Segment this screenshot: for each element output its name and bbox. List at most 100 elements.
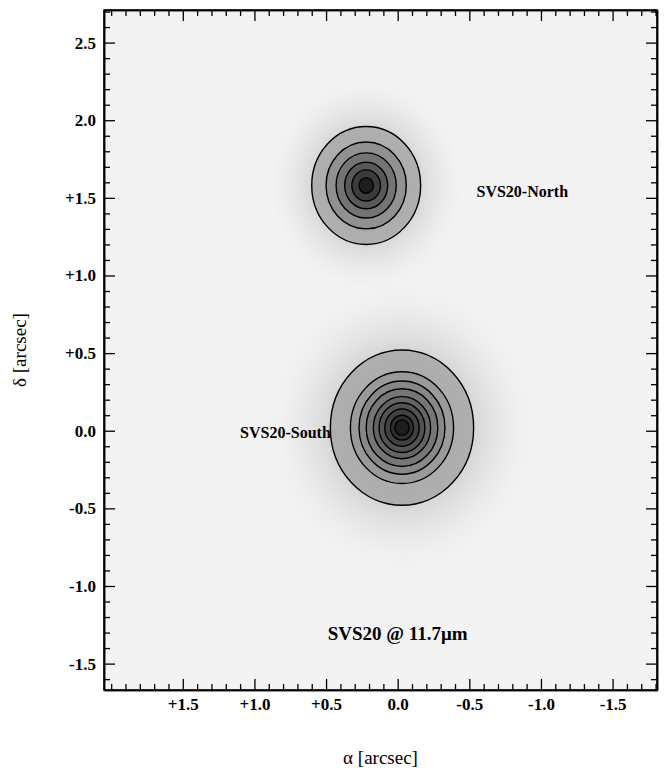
tick-mark (104, 322, 110, 323)
tick: +1.5 (168, 679, 199, 714)
tick-label: +0.5 (311, 695, 342, 714)
tick (312, 10, 313, 16)
tick-mark (651, 89, 657, 90)
tick (197, 684, 198, 690)
tick-mark (651, 58, 657, 59)
tick-mark (412, 10, 413, 16)
tick-mark (226, 684, 227, 690)
tick (104, 105, 110, 106)
tick-mark (312, 10, 313, 16)
tick (297, 684, 298, 690)
tick (104, 648, 110, 649)
tick-mark (104, 167, 110, 168)
minor-ticks (104, 11, 110, 691)
tick (104, 307, 110, 308)
tick-label: 0.0 (75, 422, 96, 441)
tick (104, 260, 110, 261)
tick-mark (651, 539, 657, 540)
tick-mark (283, 10, 284, 16)
tick (627, 684, 628, 690)
tick (651, 415, 657, 416)
tick (646, 43, 657, 44)
tick (226, 684, 227, 690)
tick (104, 136, 110, 137)
tick-mark (240, 684, 241, 690)
tick (656, 684, 657, 690)
tick-mark (651, 260, 657, 261)
tick (340, 10, 341, 16)
tick (412, 684, 413, 690)
tick (240, 684, 241, 690)
tick (104, 493, 110, 494)
axis-line (105, 690, 658, 692)
tick-mark (154, 684, 155, 690)
tick (104, 446, 110, 447)
image (266, 77, 538, 575)
tick-mark (398, 10, 399, 21)
tick: +0.5 (65, 344, 115, 363)
tick-mark (104, 151, 110, 152)
tick (527, 684, 528, 690)
tick-mark (651, 368, 657, 369)
tick-mark (455, 10, 456, 16)
tick (104, 291, 110, 292)
plot: +1.5+1.0+0.50.0-0.5-1.0-1.5-1.5-1.0-0.50… (65, 10, 657, 714)
tick-mark (104, 120, 115, 121)
tick (104, 74, 110, 75)
contour (385, 409, 419, 446)
tick-mark (555, 684, 556, 690)
tick (104, 477, 110, 478)
tick-mark (655, 684, 656, 690)
tick (283, 10, 284, 16)
axis-line (105, 10, 658, 12)
tick-mark (641, 684, 642, 690)
tick-mark (646, 431, 657, 432)
annotation: SVS20 @ 11.7μm (328, 623, 468, 644)
tick (651, 369, 657, 370)
frame (104, 10, 657, 690)
tick-mark (651, 322, 657, 323)
tick-mark (646, 42, 657, 43)
contour (326, 142, 406, 229)
tick-mark (125, 684, 126, 690)
tick: -0.5 (456, 679, 483, 714)
axis: +1.5+1.0+0.50.0-0.5-1.0-1.5 (105, 679, 658, 714)
tick: -0.5 (69, 499, 115, 518)
tick (651, 570, 657, 571)
tick-mark (541, 10, 542, 21)
tick-mark (369, 10, 370, 16)
tick (104, 524, 110, 525)
tick-label: 2.0 (75, 111, 96, 130)
tick-mark (104, 462, 110, 463)
tick (412, 10, 413, 16)
tick (651, 136, 657, 137)
tick-mark (651, 229, 657, 230)
tick-mark (183, 10, 184, 21)
tick-mark (104, 508, 115, 509)
tick-mark (104, 368, 110, 369)
tick-mark (104, 555, 110, 556)
tick-mark (651, 167, 657, 168)
tick-label: +0.5 (65, 344, 96, 363)
tick (651, 617, 657, 618)
tick-mark (646, 508, 657, 509)
tick-mark (469, 679, 470, 690)
tick-mark (569, 684, 570, 690)
tick (512, 684, 513, 690)
contour (345, 162, 388, 209)
tick-mark (498, 10, 499, 16)
tick (651, 244, 657, 245)
tick-mark (226, 10, 227, 16)
tick-mark (646, 198, 657, 199)
tick-mark (111, 10, 112, 16)
tick-label: -1.0 (528, 695, 555, 714)
tick (584, 684, 585, 690)
tick (541, 10, 542, 21)
tick-mark (612, 679, 613, 690)
tick-mark (254, 10, 255, 21)
tick-mark (651, 477, 657, 478)
tick-mark (651, 291, 657, 292)
tick-mark (183, 679, 184, 690)
contour (352, 170, 381, 201)
tick-mark (398, 679, 399, 690)
